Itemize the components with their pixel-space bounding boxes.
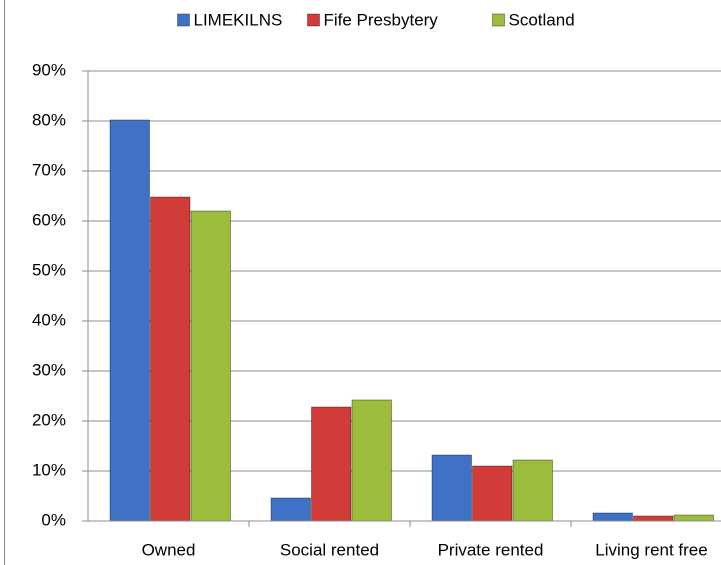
- bar: [351, 399, 392, 522]
- bar: [109, 119, 150, 522]
- bar: [270, 497, 311, 522]
- legend-label: Scotland: [509, 10, 575, 29]
- x-tick-label: Social rented: [280, 540, 379, 559]
- x-tick-label: Owned: [142, 540, 196, 559]
- y-tick-label: 70%: [32, 160, 66, 179]
- y-tick-label: 50%: [32, 260, 66, 279]
- x-tick-label: Private rented: [438, 540, 544, 559]
- x-tick-label: Living rent free: [595, 540, 707, 559]
- bar: [512, 459, 553, 522]
- bar: [190, 210, 231, 522]
- y-tick-label: 20%: [32, 410, 66, 429]
- y-tick-label: 90%: [32, 60, 66, 79]
- legend-swatch: [492, 13, 505, 27]
- bar: [311, 406, 352, 522]
- bar: [472, 465, 513, 522]
- y-tick-label: 10%: [32, 460, 66, 479]
- y-tick-label: 60%: [32, 210, 66, 229]
- legend-label: LIMEKILNS: [194, 10, 283, 29]
- legend-label: Fife Presbytery: [324, 10, 439, 29]
- legend-swatch: [177, 13, 190, 27]
- y-tick-label: 30%: [32, 360, 66, 379]
- y-tick-label: 0%: [41, 510, 66, 529]
- bar: [150, 196, 191, 522]
- legend-swatch: [307, 13, 320, 27]
- bar: [633, 515, 674, 522]
- y-tick-label: 80%: [32, 110, 66, 129]
- y-tick-label: 40%: [32, 310, 66, 329]
- bar: [592, 512, 633, 522]
- bar: [673, 514, 714, 522]
- bar: [431, 454, 472, 522]
